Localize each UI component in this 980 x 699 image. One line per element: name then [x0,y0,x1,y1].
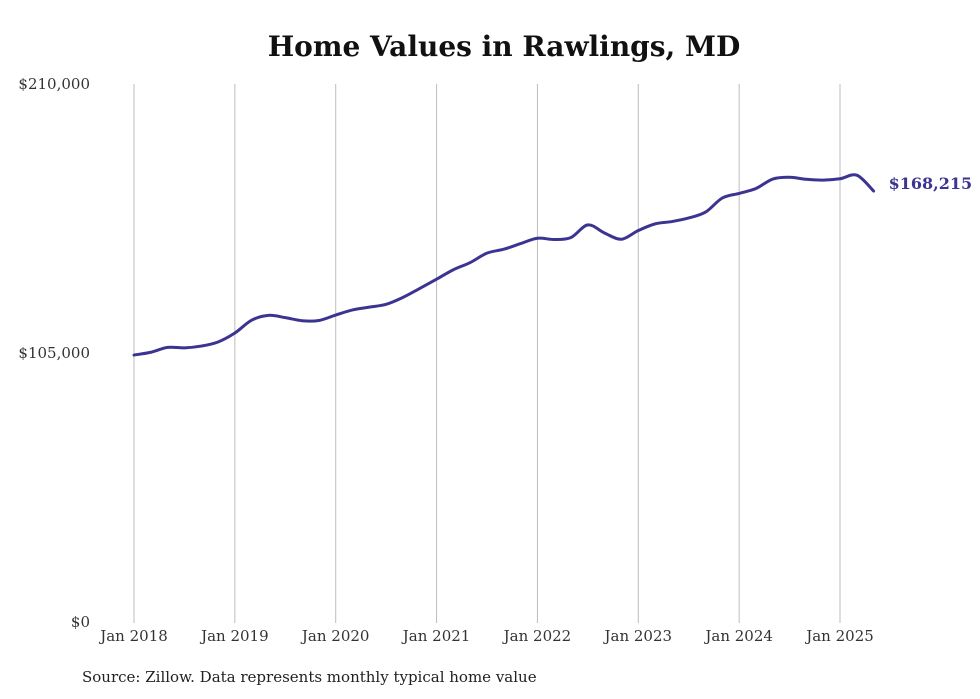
x-tick-label: Jan 2021 [401,627,471,645]
gridlines [133,84,841,623]
x-tick-label: Jan 2019 [199,627,269,645]
chart-title: Home Values in Rawlings, MD [267,30,741,63]
x-tick-label: Jan 2022 [502,627,572,645]
y-tick-label: $210,000 [18,75,90,93]
series-layer: $168,215 [132,173,973,357]
x-tick-label: Jan 2025 [804,627,874,645]
x-tick-label: Jan 2020 [300,627,370,645]
x-tick-label: Jan 2024 [703,627,773,645]
source-note: Source: Zillow. Data represents monthly … [82,668,537,686]
y-tick-label: $105,000 [18,344,90,362]
x-axis-ticks: Jan 2018 Jan 2019 Jan 2020 Jan 2021 Jan 2022… [98,627,874,645]
y-tick-label: $0 [71,613,90,631]
x-tick-label: Jan 2023 [603,627,673,645]
y-axis-ticks: $0 $105,000 $210,000 [18,75,90,631]
end-value-label: $168,215 [889,174,973,193]
x-tick-label: Jan 2018 [98,627,168,645]
series-line [132,173,876,357]
